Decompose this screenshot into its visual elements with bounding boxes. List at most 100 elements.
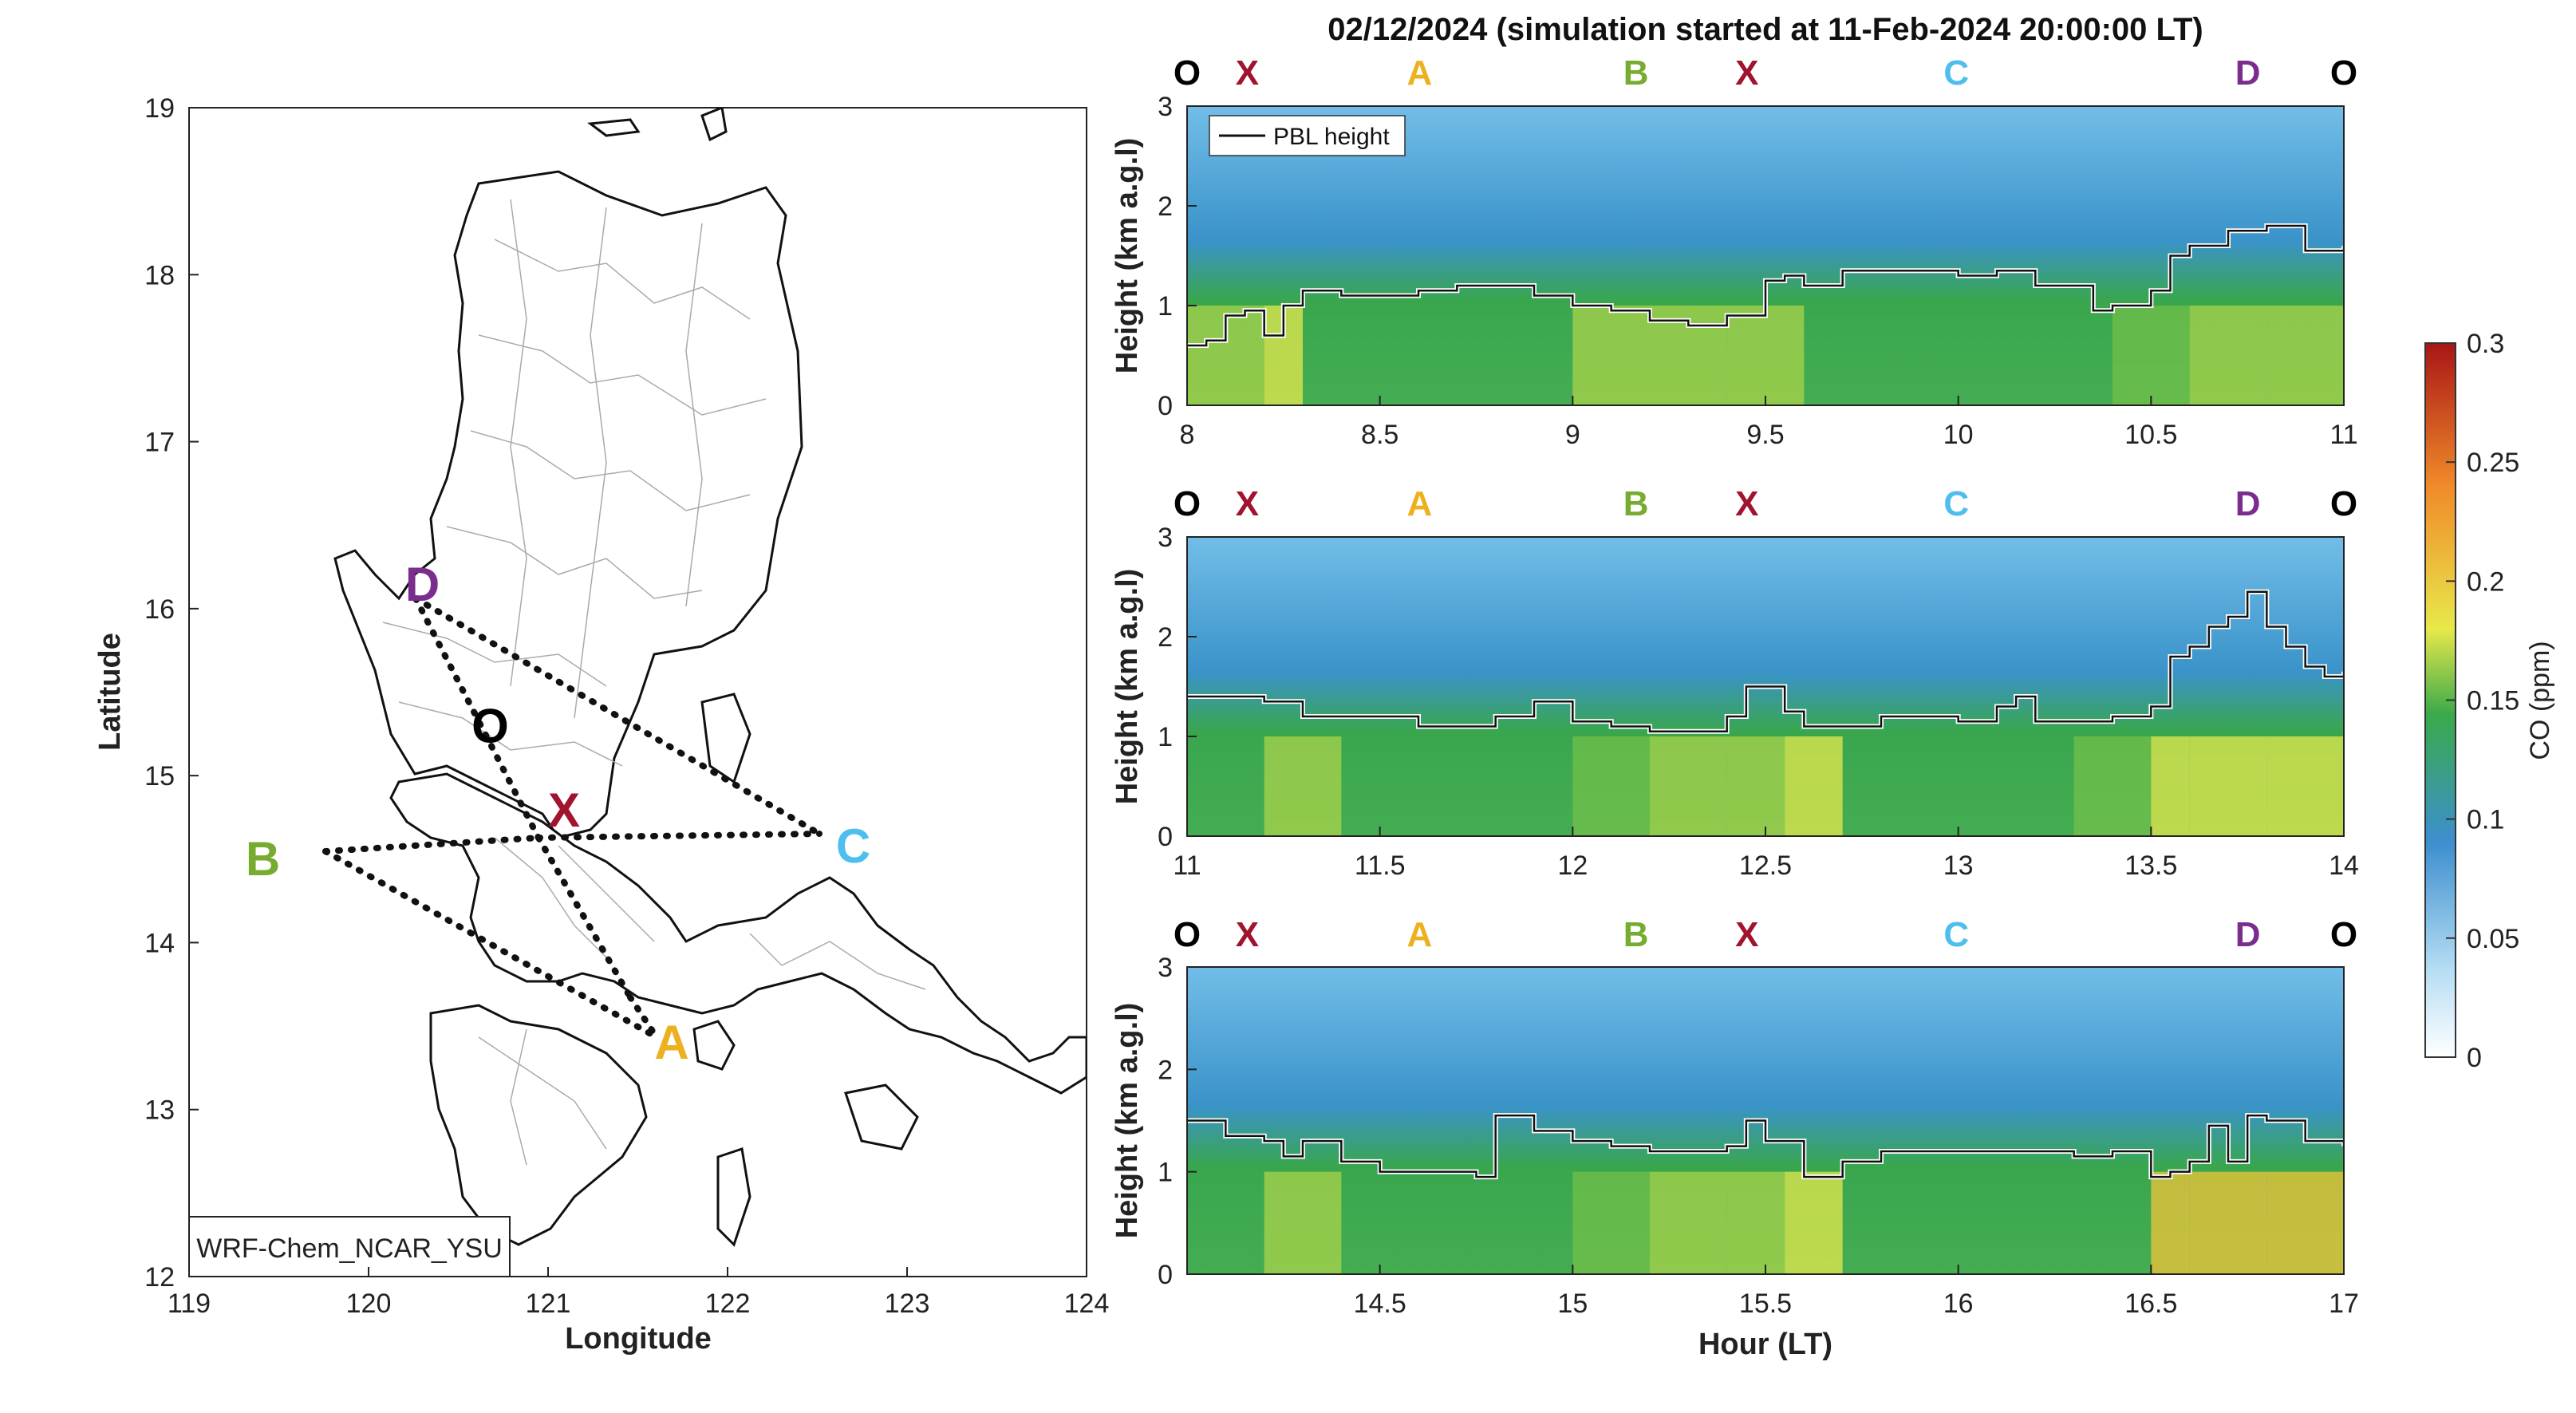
route-marker-X: X	[1236, 915, 1259, 954]
map-panel: D OX B C A WRF-Chem_NCAR_YSU 119 120 121 122 123…	[93, 93, 1109, 1356]
map-point-O: O	[471, 699, 509, 752]
co-field	[1187, 537, 2344, 836]
map-ytick-label: 12	[144, 1262, 175, 1293]
map-point-C: C	[836, 819, 870, 873]
co-surface-cell	[2189, 306, 2267, 405]
ytick-label: 0	[1158, 822, 1173, 852]
babuyan-outline	[700, 108, 728, 142]
route-marker-D: D	[2235, 915, 2261, 954]
route-marker-O: O	[2330, 484, 2357, 523]
xtick-label: 16	[1943, 1289, 1974, 1319]
co-surface-cell	[1572, 306, 1650, 405]
polillo-outline	[700, 693, 751, 784]
pbl-height-line	[1187, 224, 2344, 347]
ytick-label: 1	[1158, 291, 1173, 322]
xtick-label: 11	[2329, 420, 2357, 450]
island-outline-2	[844, 1083, 919, 1151]
pbl-height-line	[1187, 1114, 2344, 1178]
xtick-label: 11.5	[1355, 851, 1406, 881]
co-surface-cell	[2112, 306, 2190, 405]
ytick-label: 2	[1158, 1055, 1173, 1085]
map-ytick-label: 14	[144, 928, 175, 958]
model-label: WRF-Chem_NCAR_YSU	[196, 1233, 503, 1264]
co-surface-cell	[1650, 1171, 1727, 1274]
colorbar-tick-label: 0.15	[2467, 686, 2519, 716]
route-marker-B: B	[1623, 915, 1649, 954]
luzon-south-outline	[389, 772, 1087, 1095]
co-surface-cell	[2189, 736, 2267, 836]
route-marker-B: B	[1623, 53, 1649, 93]
map-ytick-label: 17	[144, 428, 175, 458]
panel-ylabel: Height (km a.g.l)	[1110, 569, 1144, 805]
map-xtick-label: 120	[346, 1289, 392, 1319]
route-marker-O: O	[2330, 53, 2357, 93]
xtick-label: 15.5	[1739, 1289, 1792, 1319]
route-marker-B: B	[1623, 484, 1649, 523]
route-marker-O: O	[2330, 915, 2357, 954]
panel-ylabel: Height (km a.g.l)	[1110, 1003, 1144, 1239]
co-surface-cell	[1264, 1171, 1342, 1274]
route-marker-O: O	[1174, 484, 1201, 523]
co-surface-cell	[2189, 1171, 2267, 1274]
co-surface-cell	[1765, 306, 1805, 405]
co-surface-cell	[1785, 736, 1843, 836]
map-ytick-label: 18	[144, 260, 175, 290]
co-surface-cell	[1726, 736, 1785, 836]
xtick-label: 13.5	[2124, 851, 2177, 881]
colorbar-tick-label: 0.1	[2467, 805, 2504, 835]
co-surface-cell	[1726, 306, 1765, 405]
co-field	[1187, 967, 2344, 1274]
route-lines	[322, 595, 823, 1040]
batanes-outline	[587, 118, 641, 137]
map-ylabel: Latitude	[93, 633, 127, 751]
route-marker-C: C	[1943, 915, 1969, 954]
colorbar-tick-label: 0	[2467, 1043, 2482, 1073]
ytick-label: 3	[1158, 523, 1173, 553]
xtick-label: 12.5	[1739, 851, 1792, 881]
map-land	[333, 108, 1087, 1247]
pbl-height-line	[1187, 590, 2344, 732]
xtick-label: 13	[1943, 851, 1974, 881]
map-ytick-label: 16	[144, 594, 175, 625]
route-marker-D: D	[2235, 53, 2261, 93]
colorbar-tick-label: 0.3	[2467, 329, 2504, 359]
panel-xlabel: Hour (LT)	[1698, 1328, 1832, 1361]
map-ytick-label: 19	[144, 93, 175, 124]
co-surface-cell	[2266, 306, 2344, 405]
map-xtick-label: 123	[885, 1289, 930, 1319]
map-point-X: X	[548, 783, 580, 837]
ytick-label: 2	[1158, 622, 1173, 653]
route-marker-X: X	[1735, 915, 1758, 954]
figure-title: 02/12/2024 (simulation started at 11-Feb…	[1327, 12, 2203, 47]
xtick-label: 9	[1565, 420, 1580, 450]
panel-3: 14.5 15 15.5 16 16.5 17 0 1 2 3 Height (km a.g.l) H…	[1110, 915, 2359, 1361]
legend-entry: PBL height	[1273, 124, 1390, 150]
xtick-label: 8.5	[1361, 420, 1398, 450]
map-xtick-label: 124	[1064, 1289, 1110, 1319]
ytick-label: 3	[1158, 92, 1173, 122]
co-surface-cell	[1785, 1171, 1843, 1274]
xtick-label: 15	[1557, 1289, 1588, 1319]
co-surface-cell	[1572, 1171, 1650, 1274]
map-ytick-label: 13	[144, 1095, 175, 1126]
ytick-label: 3	[1158, 953, 1173, 983]
route-marker-X: X	[1236, 53, 1259, 93]
map-xtick-label: 122	[705, 1289, 751, 1319]
xtick-label: 10.5	[2124, 420, 2177, 450]
xtick-label: 16.5	[2124, 1289, 2177, 1319]
map-xlabel: Longitude	[565, 1322, 712, 1356]
co-surface-cell	[2151, 736, 2190, 836]
route-marker-A: A	[1407, 915, 1433, 954]
co-surface-cell	[2151, 1171, 2190, 1274]
marinduque-outline	[692, 1020, 736, 1071]
map-ytick-label: 15	[144, 761, 175, 791]
route-marker-D: D	[2235, 484, 2261, 523]
ytick-label: 1	[1158, 722, 1173, 752]
xtick-label: 17	[2329, 1289, 2359, 1319]
map-ticks: 119 120 121 122 123 124 12 13 14 15 16 17 18 19	[144, 93, 1109, 1319]
xtick-label: 14	[2329, 851, 2359, 881]
route-marker-X: X	[1735, 53, 1758, 93]
